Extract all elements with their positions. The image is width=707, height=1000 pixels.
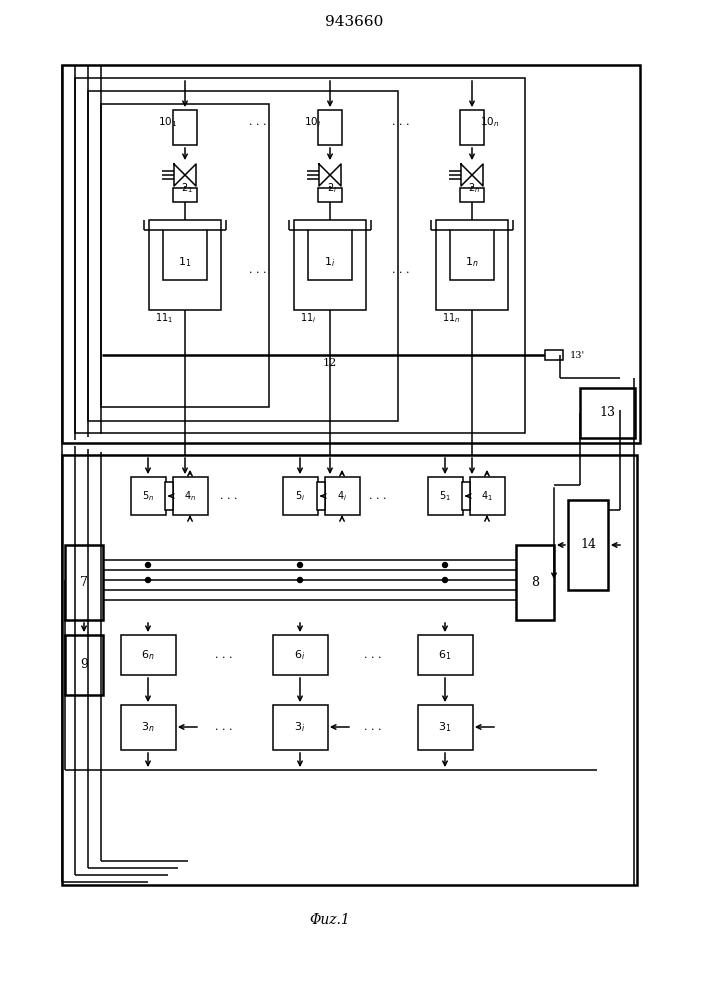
- Text: $3_1$: $3_1$: [438, 720, 452, 734]
- Bar: [580, 388, 635, 438]
- Bar: [318, 110, 342, 145]
- Bar: [163, 230, 207, 280]
- Text: . . .: . . .: [392, 117, 410, 127]
- Text: . . .: . . .: [249, 117, 267, 127]
- Bar: [308, 230, 352, 280]
- Bar: [460, 188, 484, 202]
- Circle shape: [443, 578, 448, 582]
- Text: $10_n$: $10_n$: [480, 115, 500, 129]
- Bar: [173, 477, 208, 515]
- Text: $4_1$: $4_1$: [481, 489, 493, 503]
- Text: $10_1$: $10_1$: [158, 115, 177, 129]
- Bar: [418, 705, 473, 750]
- Text: $2_i$: $2_i$: [327, 181, 337, 195]
- Bar: [62, 455, 637, 885]
- Text: $1_1$: $1_1$: [178, 255, 192, 269]
- Bar: [173, 188, 197, 202]
- Bar: [173, 110, 197, 145]
- Bar: [294, 220, 366, 310]
- Bar: [65, 635, 103, 695]
- Bar: [450, 230, 494, 280]
- Text: . . .: . . .: [363, 650, 381, 660]
- Circle shape: [298, 578, 303, 582]
- Text: 13': 13': [569, 351, 585, 360]
- Bar: [545, 350, 563, 360]
- Text: . . .: . . .: [221, 491, 238, 501]
- Text: . . .: . . .: [392, 265, 410, 275]
- Text: $5_n$: $5_n$: [142, 489, 154, 503]
- Bar: [460, 110, 484, 145]
- Bar: [283, 477, 318, 515]
- Bar: [317, 482, 325, 510]
- Text: $6_i$: $6_i$: [294, 648, 305, 662]
- Text: $3_n$: $3_n$: [141, 720, 155, 734]
- Bar: [101, 104, 269, 407]
- Text: $11_1$: $11_1$: [155, 311, 173, 325]
- Bar: [273, 635, 328, 675]
- Text: $10_i$: $10_i$: [304, 115, 322, 129]
- Bar: [568, 500, 608, 590]
- Text: $11_n$: $11_n$: [442, 311, 460, 325]
- Bar: [436, 220, 508, 310]
- Bar: [121, 705, 176, 750]
- Text: $4_i$: $4_i$: [337, 489, 347, 503]
- Bar: [88, 91, 398, 421]
- Bar: [165, 482, 173, 510]
- Text: . . .: . . .: [363, 722, 381, 732]
- Bar: [470, 477, 505, 515]
- Bar: [121, 635, 176, 675]
- Text: . . .: . . .: [215, 650, 233, 660]
- Bar: [516, 545, 554, 620]
- Circle shape: [146, 578, 151, 582]
- Text: . . .: . . .: [249, 265, 267, 275]
- Text: 12: 12: [323, 358, 337, 368]
- Text: . . .: . . .: [369, 491, 386, 501]
- Bar: [75, 78, 525, 433]
- Bar: [131, 477, 166, 515]
- Text: $2_n$: $2_n$: [468, 181, 480, 195]
- Circle shape: [443, 562, 448, 568]
- Bar: [428, 477, 463, 515]
- Text: $2_1$: $2_1$: [181, 181, 193, 195]
- Text: 13: 13: [599, 406, 615, 420]
- Text: 7: 7: [80, 576, 88, 588]
- Text: Φuz.1: Φuz.1: [310, 913, 351, 927]
- Bar: [62, 65, 640, 443]
- Text: $5_1$: $5_1$: [439, 489, 451, 503]
- Text: 943660: 943660: [325, 15, 383, 29]
- Text: . . .: . . .: [215, 722, 233, 732]
- Bar: [273, 705, 328, 750]
- Text: $4_n$: $4_n$: [184, 489, 196, 503]
- Text: $1_n$: $1_n$: [465, 255, 479, 269]
- Text: 9: 9: [80, 658, 88, 672]
- Text: 14: 14: [580, 538, 596, 552]
- Text: $3_i$: $3_i$: [294, 720, 305, 734]
- Bar: [462, 482, 470, 510]
- Bar: [65, 545, 103, 620]
- Bar: [418, 635, 473, 675]
- Text: $11_i$: $11_i$: [300, 311, 316, 325]
- Bar: [149, 220, 221, 310]
- Text: $5_i$: $5_i$: [295, 489, 305, 503]
- Text: $1_i$: $1_i$: [325, 255, 336, 269]
- Text: 8: 8: [531, 576, 539, 588]
- Circle shape: [298, 562, 303, 568]
- Bar: [325, 477, 360, 515]
- Circle shape: [146, 562, 151, 568]
- Text: $6_1$: $6_1$: [438, 648, 452, 662]
- Text: $6_n$: $6_n$: [141, 648, 155, 662]
- Bar: [318, 188, 342, 202]
